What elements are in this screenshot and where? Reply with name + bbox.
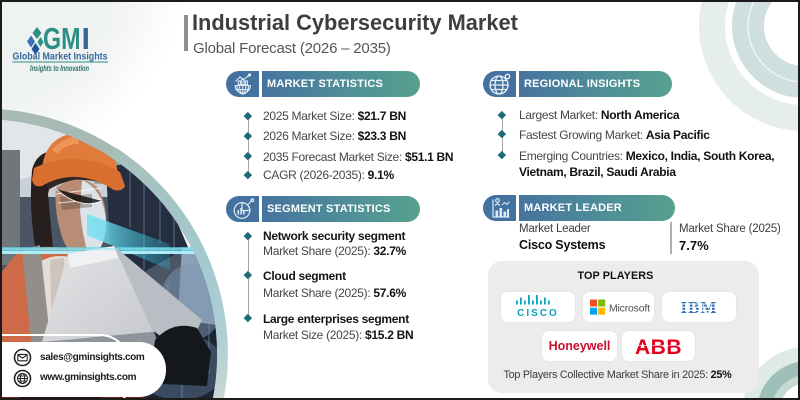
svg-text:ABB: ABB: [635, 336, 682, 359]
svg-text:Microsoft: Microsoft: [609, 303, 650, 315]
svg-text:GM: GM: [43, 22, 81, 56]
svg-text:CISCO: CISCO: [517, 308, 559, 319]
svg-text:I: I: [82, 22, 90, 56]
svg-text:Insights to Innovation: Insights to Innovation: [30, 64, 89, 73]
svg-text:Global Market Insights: Global Market Insights: [13, 52, 108, 63]
